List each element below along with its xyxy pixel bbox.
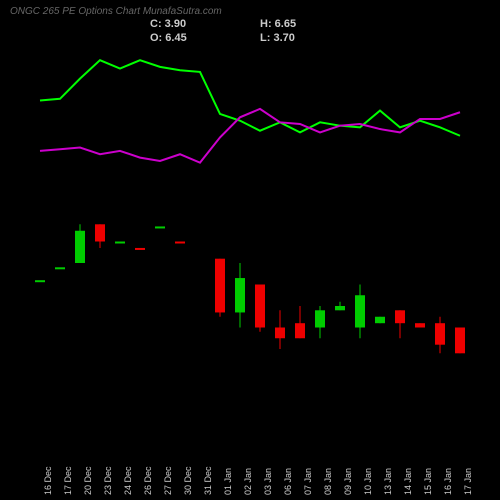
x-tick-label: 14 Jan — [403, 468, 413, 495]
x-axis-labels: 16 Dec 17 Dec 20 Dec 23 Dec 24 Dec 26 Dec 27 D… — [30, 445, 470, 500]
x-tick-label: 30 Dec — [183, 466, 193, 495]
line-series — [40, 109, 460, 163]
line-series — [40, 60, 460, 136]
x-tick-label: 07 Jan — [303, 468, 313, 495]
chart-title: ONGC 265 PE Options Chart MunafaSutra.co… — [10, 6, 222, 17]
x-tick-label: 08 Jan — [323, 468, 333, 495]
candle-body — [155, 226, 165, 228]
x-tick-label: 24 Dec — [123, 466, 133, 495]
x-tick-label: 02 Jan — [243, 468, 253, 495]
x-tick-label: 16 Dec — [43, 466, 53, 495]
candle-body — [375, 317, 385, 323]
x-tick-label: 06 Jan — [283, 468, 293, 495]
candle-body — [95, 224, 105, 241]
x-tick-label: 17 Dec — [63, 466, 73, 495]
x-tick-label: 01 Jan — [223, 468, 233, 495]
candle-body — [175, 242, 185, 244]
candle-body — [435, 323, 445, 345]
x-tick-label: 15 Jan — [423, 468, 433, 495]
x-tick-label: 13 Jan — [383, 468, 393, 495]
candle-body — [235, 278, 245, 312]
chart-container: ONGC 265 PE Options Chart MunafaSutra.co… — [0, 0, 500, 500]
chart-area — [30, 40, 470, 440]
info-h: H: 6.65 — [260, 18, 296, 30]
candle-body — [295, 323, 305, 338]
x-tick-label: 10 Jan — [363, 468, 373, 495]
candle-body — [275, 328, 285, 339]
candle-body — [415, 323, 425, 327]
x-tick-label: 20 Dec — [83, 466, 93, 495]
x-tick-label: 23 Dec — [103, 466, 113, 495]
candle-body — [135, 248, 145, 250]
x-tick-label: 31 Dec — [203, 466, 213, 495]
x-tick-label: 09 Jan — [343, 468, 353, 495]
x-tick-label: 17 Jan — [463, 468, 473, 495]
x-tick-label: 26 Dec — [143, 466, 153, 495]
candle-body — [395, 310, 405, 323]
candle-body — [215, 259, 225, 313]
candle-body — [35, 280, 45, 282]
candle-body — [315, 310, 325, 327]
candle-body — [115, 242, 125, 244]
candle-body — [355, 295, 365, 327]
x-tick-label: 03 Jan — [263, 468, 273, 495]
candle-body — [255, 285, 265, 328]
candle-body — [55, 267, 65, 269]
candle-body — [455, 328, 465, 354]
chart-svg — [30, 40, 470, 440]
candle-body — [335, 306, 345, 310]
x-tick-label: 27 Dec — [163, 466, 173, 495]
x-tick-label: 16 Jan — [443, 468, 453, 495]
candle-body — [75, 231, 85, 263]
info-c: C: 3.90 — [150, 18, 186, 30]
